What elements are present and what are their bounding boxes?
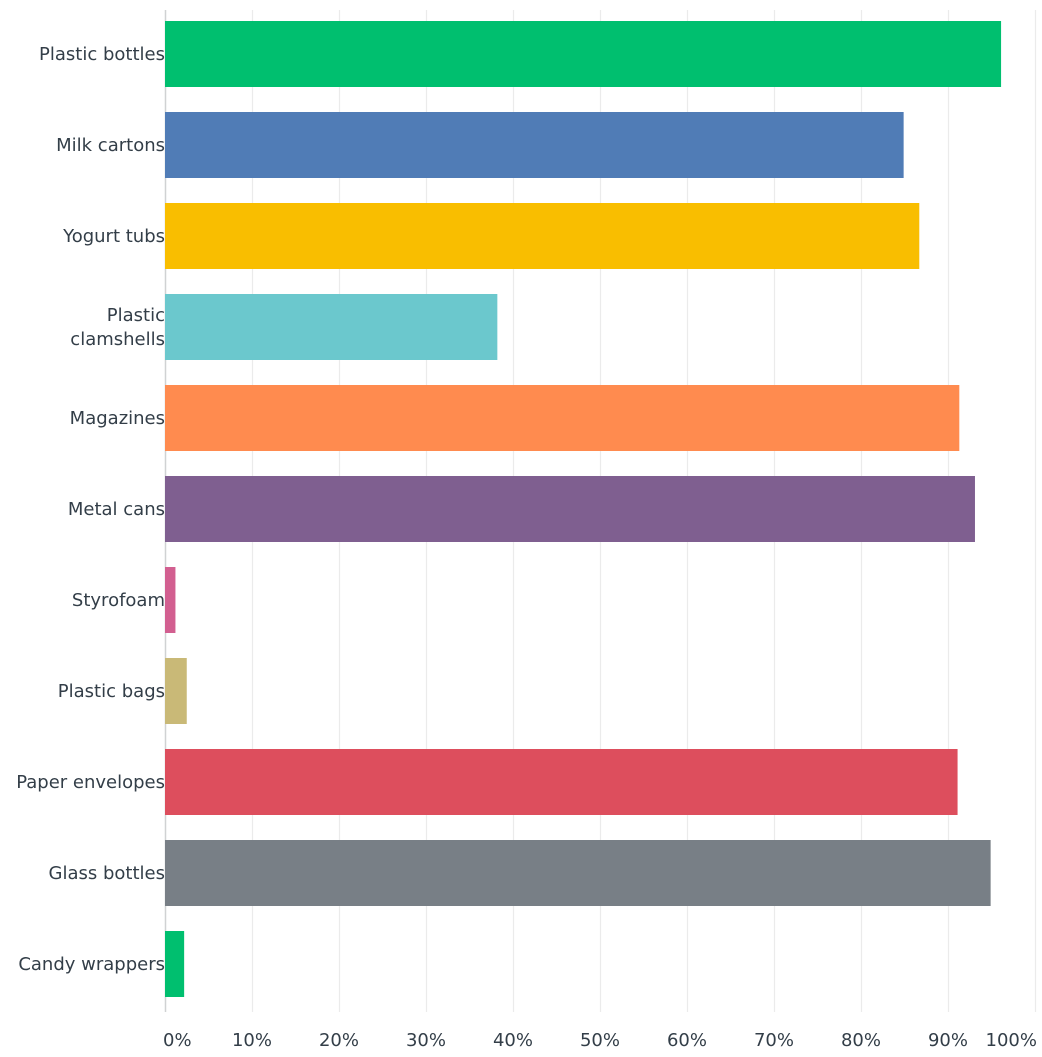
x-tick-label: 50%	[580, 1030, 620, 1051]
category-label: Candy wrappers	[18, 954, 165, 975]
category-label: Magazines	[70, 408, 165, 429]
bar	[165, 385, 960, 451]
bar	[165, 294, 498, 360]
x-tick-label: 90%	[928, 1030, 968, 1051]
x-tick-label: 60%	[667, 1030, 707, 1051]
x-tick-label: 70%	[754, 1030, 794, 1051]
category-label: Plastic bags	[58, 681, 165, 702]
x-tick-label: 20%	[319, 1030, 359, 1051]
category-label: Paper envelopes	[16, 772, 165, 793]
bar	[165, 567, 176, 633]
bar	[165, 749, 958, 815]
bar	[165, 112, 904, 178]
x-tick-label: 0%	[163, 1030, 192, 1051]
bar	[165, 21, 1002, 87]
bar	[165, 931, 185, 997]
category-label: Yogurt tubs	[62, 226, 165, 247]
bar-series	[165, 21, 1002, 997]
category-label: Metal cans	[68, 499, 165, 520]
x-tick-label: 40%	[493, 1030, 533, 1051]
bar	[165, 203, 920, 269]
x-tick-label: 80%	[841, 1030, 881, 1051]
category-label: Milk cartons	[56, 135, 165, 156]
category-labels: Plastic bottles Milk cartons Yogurt tubs Pl…	[16, 44, 165, 975]
category-label: Plastic clamshells	[70, 305, 165, 350]
bar	[165, 658, 187, 724]
x-axis-tick-labels: 0% 10% 20% 30% 40% 50% 60% 70% 80% 90% 100%	[163, 1030, 1037, 1051]
category-label: Plastic bottles	[39, 44, 165, 65]
x-tick-label: 10%	[232, 1030, 272, 1051]
category-label: Glass bottles	[49, 863, 165, 884]
x-tick-label: 30%	[406, 1030, 446, 1051]
bar	[165, 476, 975, 542]
x-tick-label: 100%	[986, 1030, 1037, 1051]
bar	[165, 840, 991, 906]
category-label: Styrofoam	[72, 590, 165, 611]
